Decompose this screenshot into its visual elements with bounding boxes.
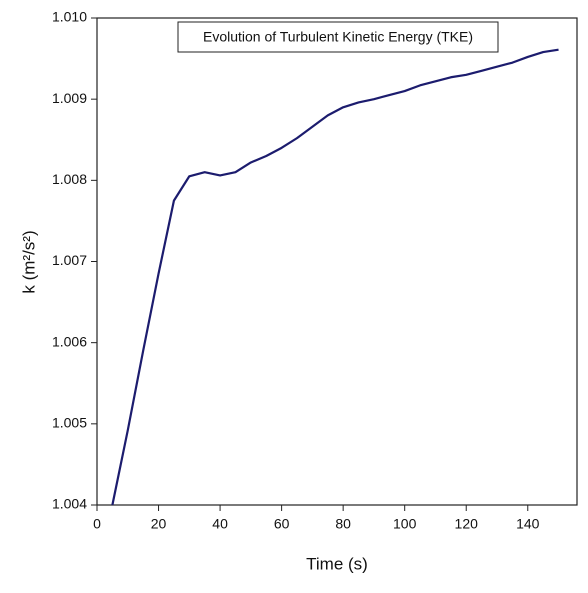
x-tick-label: 140 — [516, 516, 540, 532]
y-tick-label: 1.007 — [52, 252, 87, 268]
y-tick-label: 1.004 — [52, 496, 87, 512]
chart-title: Evolution of Turbulent Kinetic Energy (T… — [203, 29, 473, 45]
x-tick-label: 40 — [212, 516, 228, 532]
title-box — [177, 21, 499, 53]
x-tick-label: 80 — [335, 516, 351, 532]
y-tick-label: 1.009 — [52, 90, 87, 106]
y-tick-label: 1.006 — [52, 333, 87, 349]
y-tick-label: 1.008 — [52, 171, 87, 187]
y-tick-label: 1.010 — [52, 9, 87, 25]
plot-frame — [96, 17, 578, 506]
x-tick-label: 60 — [274, 516, 290, 532]
y-axis-label: k (m²/s²) — [19, 230, 38, 293]
x-tick-label: 100 — [393, 516, 417, 532]
y-tick-label: 1.005 — [52, 415, 87, 431]
x-tick-label: 120 — [455, 516, 479, 532]
x-tick-label: 0 — [93, 516, 101, 532]
x-tick-label: 20 — [151, 516, 167, 532]
data-line — [111, 48, 559, 506]
x-axis-label: Time (s) — [306, 554, 368, 573]
